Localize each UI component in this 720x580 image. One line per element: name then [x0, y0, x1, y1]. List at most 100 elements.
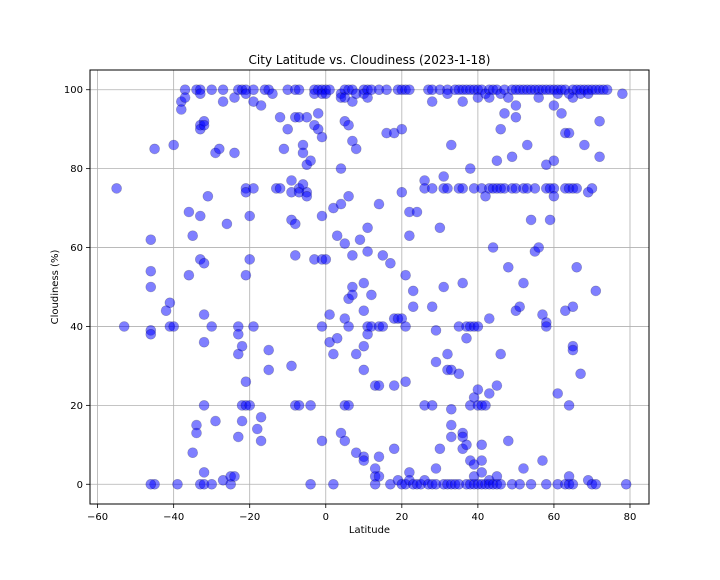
data-point	[457, 183, 469, 194]
data-point	[510, 100, 522, 111]
data-point	[236, 415, 248, 427]
data-point	[586, 183, 598, 194]
data-point	[396, 187, 408, 198]
data-point	[518, 277, 529, 289]
data-point	[312, 108, 324, 119]
x-tick-label: 60	[548, 512, 561, 523]
data-point	[525, 214, 537, 226]
data-point	[502, 261, 514, 273]
data-point	[407, 301, 419, 313]
y-axis-ticks: 0 20 40 60 80 100	[64, 85, 90, 491]
data-point	[244, 210, 255, 222]
data-point	[179, 92, 191, 103]
data-point	[305, 400, 316, 411]
data-point	[316, 435, 328, 447]
data-point	[168, 139, 179, 151]
data-point	[168, 321, 179, 332]
data-point	[214, 143, 225, 155]
data-point	[567, 478, 579, 490]
data-point	[373, 380, 385, 391]
data-point	[571, 261, 583, 273]
data-point	[483, 388, 495, 399]
data-point	[255, 435, 267, 447]
data-point	[590, 285, 602, 297]
data-point	[476, 455, 488, 466]
data-point	[362, 246, 373, 257]
data-point	[366, 289, 377, 301]
data-point	[335, 198, 347, 210]
data-point	[328, 348, 339, 360]
data-point	[571, 183, 583, 194]
data-point	[343, 321, 354, 332]
data-point	[145, 478, 157, 490]
data-point	[343, 191, 354, 202]
data-point	[480, 400, 491, 411]
data-point	[358, 277, 370, 289]
data-point	[248, 321, 259, 332]
data-point	[540, 478, 552, 490]
data-point	[305, 478, 316, 490]
x-tick-label: 20	[395, 512, 408, 523]
data-point	[514, 478, 526, 490]
data-point	[316, 131, 328, 143]
data-point	[499, 108, 510, 119]
data-point	[579, 139, 590, 151]
data-point	[229, 471, 240, 482]
data-point	[438, 281, 450, 293]
data-point	[183, 269, 195, 281]
data-point	[286, 175, 297, 186]
data-point	[274, 112, 286, 123]
data-point	[388, 380, 400, 391]
data-point	[350, 348, 362, 360]
data-point	[476, 467, 488, 478]
data-point	[206, 321, 217, 332]
data-point	[442, 348, 453, 360]
data-point	[263, 344, 275, 356]
data-point	[229, 147, 240, 159]
data-point	[343, 400, 354, 411]
data-point	[233, 328, 244, 340]
data-point	[267, 88, 278, 99]
y-tick-label: 80	[70, 164, 83, 175]
data-point	[217, 96, 229, 107]
data-point	[195, 88, 206, 99]
y-tick-label: 40	[70, 322, 83, 333]
data-point	[400, 321, 411, 332]
data-point	[430, 356, 442, 368]
data-point	[400, 376, 411, 388]
data-point	[533, 242, 545, 253]
data-point	[426, 183, 438, 194]
data-point	[301, 191, 313, 202]
data-point	[525, 478, 537, 490]
data-point	[506, 151, 518, 163]
data-point	[183, 206, 195, 218]
x-tick-label: 80	[624, 512, 637, 523]
data-point	[297, 147, 309, 159]
data-point	[354, 234, 366, 245]
data-point	[160, 305, 172, 317]
data-point	[453, 368, 465, 380]
data-point	[445, 431, 457, 443]
data-point	[476, 439, 488, 451]
data-point	[316, 210, 328, 222]
data-point	[377, 250, 389, 261]
y-tick-label: 20	[70, 401, 83, 412]
data-point	[457, 277, 469, 289]
data-point	[358, 340, 370, 352]
data-point	[594, 151, 605, 163]
x-tick-label: −20	[239, 512, 260, 523]
data-point	[396, 123, 408, 135]
data-point	[430, 463, 442, 474]
data-point	[472, 321, 484, 332]
data-point	[483, 313, 495, 324]
data-point	[206, 84, 217, 95]
data-point	[601, 84, 613, 95]
data-point	[339, 238, 351, 249]
data-point	[518, 463, 529, 474]
data-point	[263, 364, 275, 376]
data-point	[198, 257, 210, 269]
data-point	[590, 478, 602, 490]
x-tick-label: 0	[323, 512, 329, 523]
data-point	[457, 96, 469, 107]
